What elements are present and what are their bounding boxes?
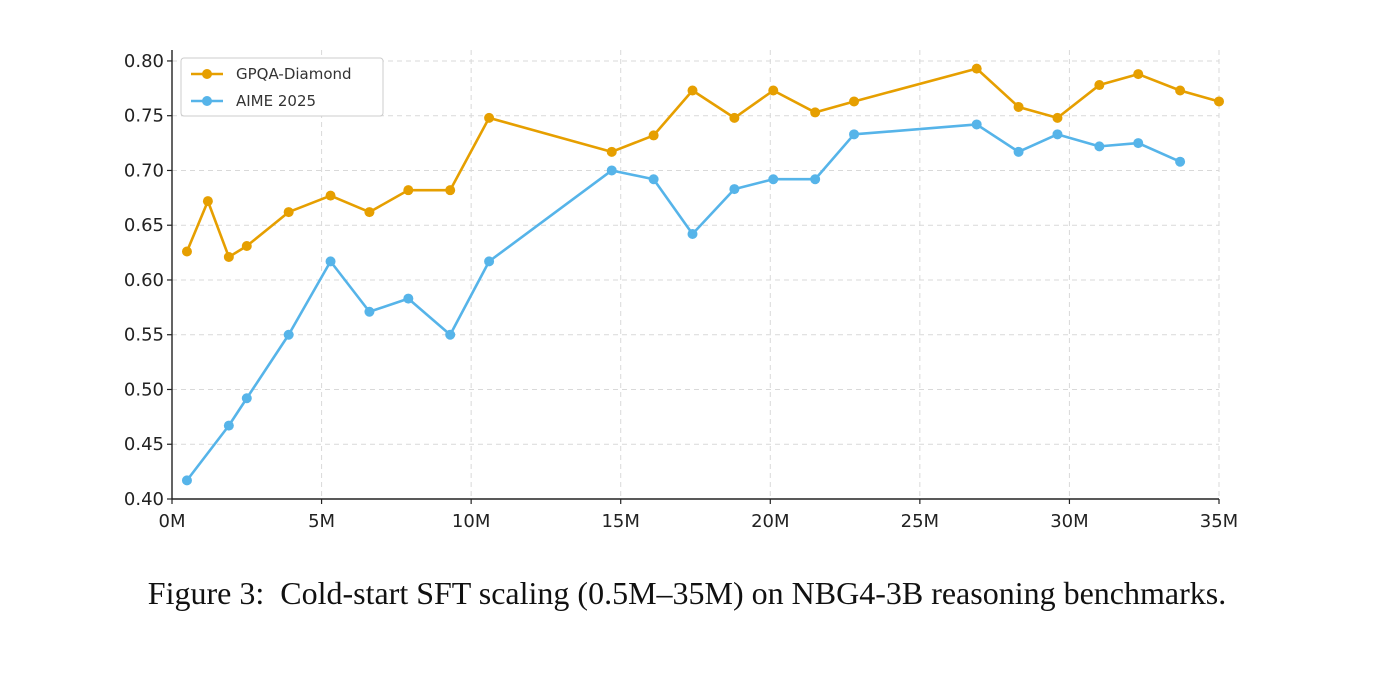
x-tick-label: 15M: [601, 511, 639, 532]
line-chart: 0M 5M 10M 15M 20M 25M 30M 35M 0.40 0.45 0.50 0.55 0.…: [124, 50, 1238, 532]
data-point: [729, 112, 740, 123]
data-point: [1052, 129, 1063, 140]
y-tick-label: 0.75: [124, 106, 164, 127]
data-point: [484, 256, 495, 267]
data-point: [223, 251, 234, 262]
y-tick-label: 0.70: [124, 160, 164, 181]
data-point: [849, 129, 860, 140]
legend-swatch-marker: [202, 96, 212, 106]
x-tick-label: 30M: [1050, 511, 1088, 532]
legend-swatch-marker: [202, 69, 212, 79]
x-tick-label: 35M: [1200, 511, 1238, 532]
x-tick-label: 5M: [308, 511, 335, 532]
data-point: [729, 184, 740, 195]
x-tick-label: 0M: [159, 511, 186, 532]
data-point: [1214, 96, 1224, 107]
data-point: [606, 165, 617, 176]
data-point: [325, 256, 336, 267]
y-tick-label: 0.40: [124, 489, 164, 510]
data-point: [1013, 101, 1024, 112]
y-tick-label: 0.50: [124, 379, 164, 400]
y-tick-label: 0.60: [124, 270, 164, 291]
data-point: [971, 119, 982, 130]
y-tick-label: 0.80: [124, 51, 164, 72]
legend-label: GPQA-Diamond: [236, 65, 352, 83]
x-tick-label: 20M: [751, 511, 789, 532]
y-tick-label: 0.65: [124, 215, 164, 236]
data-point: [403, 185, 414, 196]
data-point: [223, 420, 234, 431]
data-point: [1133, 138, 1144, 149]
data-point: [810, 107, 821, 118]
data-point: [768, 85, 779, 96]
data-point: [1052, 112, 1063, 123]
data-point: [768, 174, 779, 185]
data-point: [241, 241, 252, 252]
data-point: [445, 329, 456, 340]
data-point: [181, 475, 192, 486]
data-point: [202, 196, 213, 207]
data-point: [849, 96, 860, 107]
data-point: [1175, 156, 1186, 167]
legend-label: AIME 2025: [236, 92, 316, 110]
data-point: [687, 228, 698, 239]
y-tick-label: 0.45: [124, 434, 164, 455]
data-point: [1094, 80, 1105, 91]
data-point: [648, 174, 659, 185]
data-point: [403, 293, 414, 304]
data-point: [283, 329, 294, 340]
x-tick-label: 10M: [452, 511, 490, 532]
data-point: [971, 63, 982, 74]
data-point: [648, 130, 659, 141]
data-point: [445, 185, 456, 196]
data-point: [1133, 69, 1144, 80]
data-point: [1094, 141, 1105, 152]
data-point: [606, 146, 617, 157]
data-point: [484, 112, 495, 123]
legend-box: [180, 57, 384, 117]
data-point: [364, 306, 375, 317]
series-line-1: [185, 123, 1181, 482]
data-point: [241, 393, 252, 404]
data-point: [364, 207, 375, 218]
data-point: [283, 207, 294, 218]
data-point: [325, 190, 336, 201]
x-tick-label: 25M: [901, 511, 939, 532]
data-point: [810, 174, 821, 185]
series-line-0: [185, 67, 1220, 259]
data-point: [181, 246, 192, 257]
data-point: [1175, 85, 1186, 96]
data-point: [687, 85, 698, 96]
figure-caption: Figure 3: Cold-start SFT scaling (0.5M–3…: [147, 575, 1227, 611]
y-tick-label: 0.55: [124, 325, 164, 346]
data-point: [1013, 146, 1024, 157]
